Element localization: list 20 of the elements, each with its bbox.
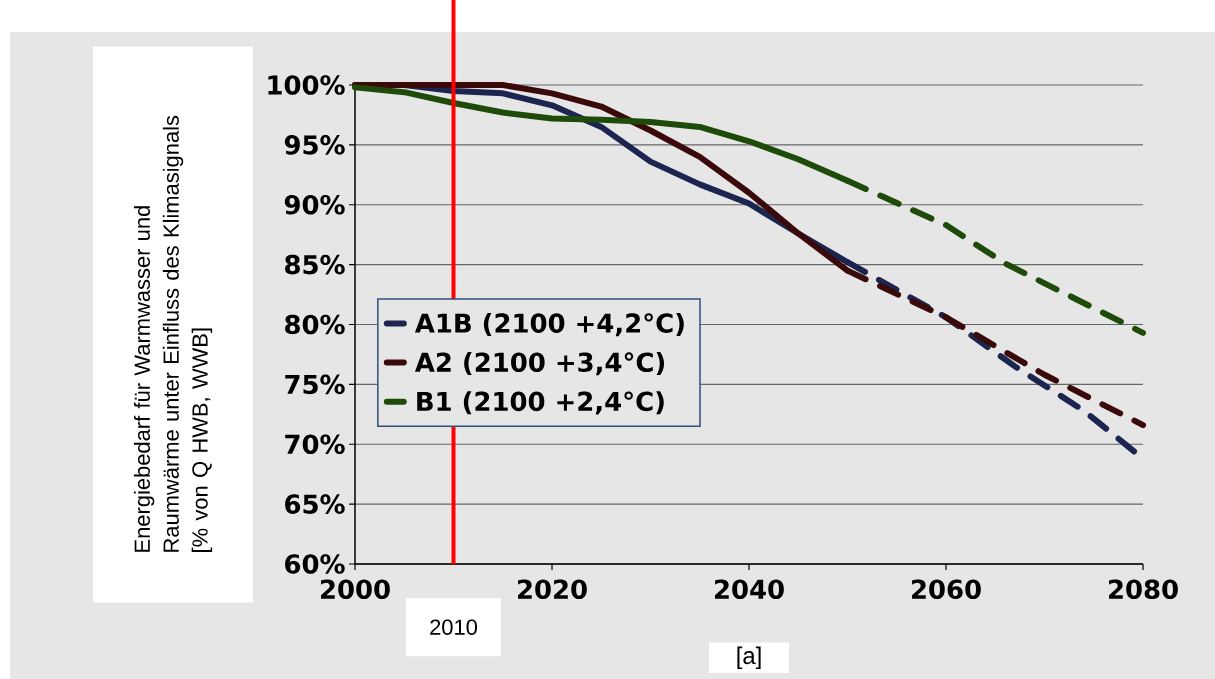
- y-tick-label: 70%: [285, 434, 345, 455]
- legend-label: A2 (2100 +3,4°C): [414, 352, 665, 376]
- y-tick-label: 90%: [284, 194, 345, 215]
- legend-label: B1 (2100 +2,4°C): [417, 391, 664, 415]
- y-tick-label: 100%: [268, 75, 345, 95]
- y-tick-label: 95%: [284, 135, 345, 155]
- y-tick-label: 80%: [285, 314, 345, 335]
- ref-line-label: 2010: [430, 619, 478, 635]
- y-tick-label: 65%: [285, 494, 345, 514]
- y-tick-label: 60%: [285, 554, 345, 574]
- y-tick-label: 85%: [285, 254, 345, 275]
- y-axis-title: Energiebedarf für Warmwasser und Raumwärme unter Einfluss des Klimasignals [% von Q HWB, WWB]: [133, 115, 213, 552]
- x-tick-label: 2020: [518, 579, 587, 600]
- x-tick-label: 2040: [715, 579, 784, 600]
- x-tick-label: 2060: [912, 579, 981, 600]
- y-tick-label: 75%: [285, 374, 345, 395]
- x-tick-label: 2000: [321, 579, 390, 600]
- x-tick-label: 2080: [1109, 579, 1178, 600]
- x-axis-title: [a]: [737, 646, 761, 669]
- legend-label: A1B (2100 +4,2°C): [414, 312, 684, 337]
